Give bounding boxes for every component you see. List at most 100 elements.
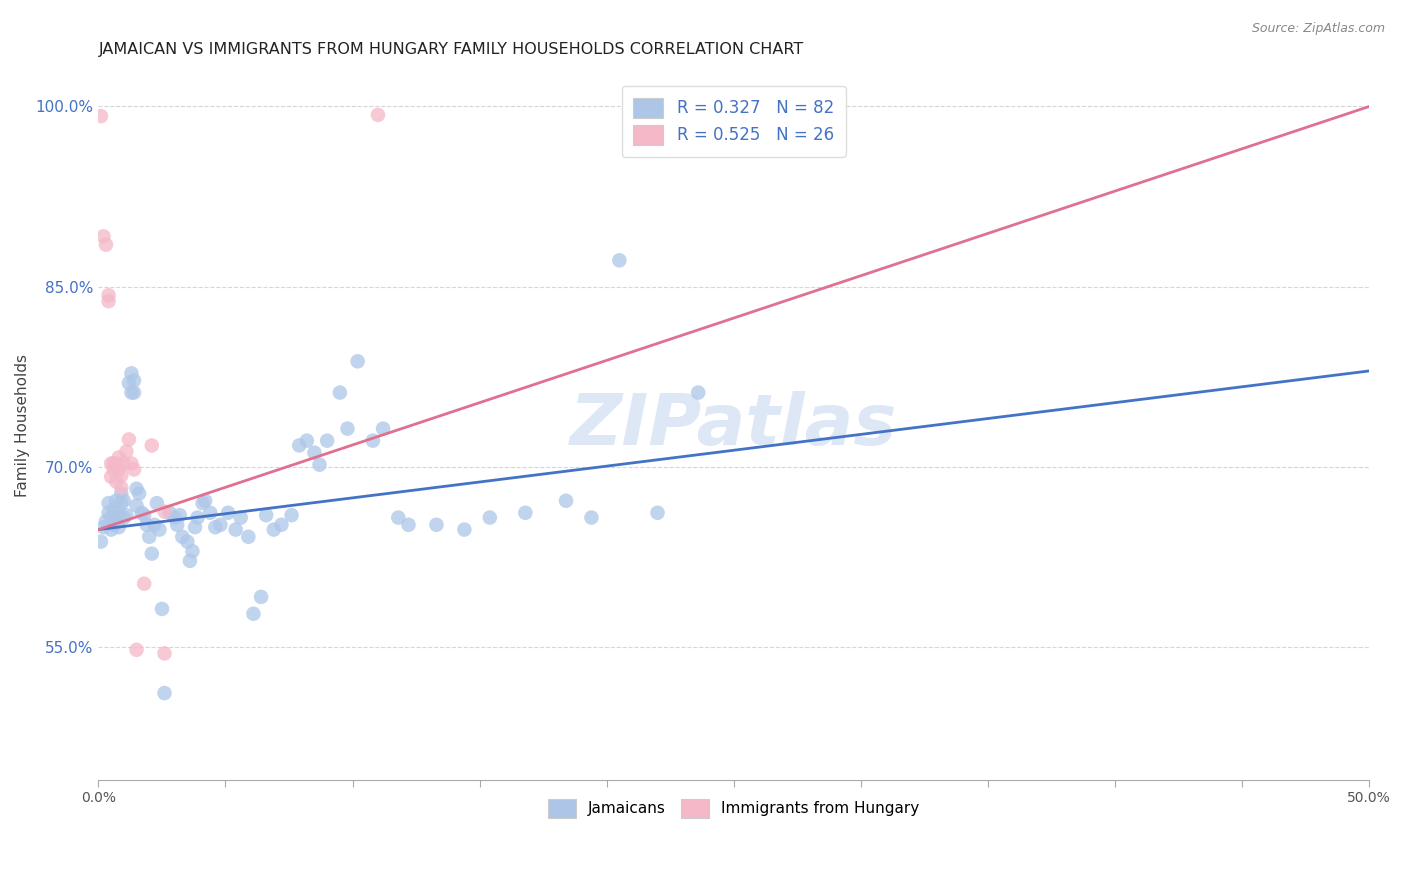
Point <box>367 108 389 122</box>
Point <box>97 496 120 510</box>
Point <box>316 434 339 448</box>
Point <box>346 354 368 368</box>
Text: Source: ZipAtlas.com: Source: ZipAtlas.com <box>1251 22 1385 36</box>
Point <box>112 510 135 524</box>
Point <box>166 517 188 532</box>
Point <box>453 523 475 537</box>
Point <box>97 294 120 309</box>
Point <box>361 434 384 448</box>
Point <box>125 482 148 496</box>
Point <box>250 590 273 604</box>
Point <box>105 475 128 489</box>
Point <box>120 457 142 471</box>
Point <box>105 457 128 471</box>
Point <box>295 434 318 448</box>
Point <box>100 469 122 483</box>
Point <box>112 493 135 508</box>
Point <box>107 450 129 465</box>
Point <box>159 506 181 520</box>
Point <box>191 496 214 510</box>
Point <box>103 517 125 532</box>
Point <box>263 523 285 537</box>
Point <box>200 506 222 520</box>
Point <box>371 422 394 436</box>
Point <box>254 508 277 523</box>
Point <box>148 523 170 537</box>
Point <box>128 486 150 500</box>
Point <box>609 253 631 268</box>
Point <box>515 506 537 520</box>
Point <box>217 506 239 520</box>
Point <box>112 457 135 471</box>
Point <box>308 458 330 472</box>
Point <box>94 237 117 252</box>
Point <box>153 504 176 518</box>
Point <box>398 517 420 532</box>
Point <box>125 642 148 657</box>
Point <box>225 523 247 537</box>
Point <box>110 486 132 500</box>
Point <box>93 520 115 534</box>
Point <box>204 520 226 534</box>
Point <box>120 367 142 381</box>
Point <box>97 506 120 520</box>
Point <box>138 530 160 544</box>
Point <box>425 517 447 532</box>
Point <box>131 506 153 520</box>
Point <box>688 385 710 400</box>
Point <box>110 481 132 495</box>
Point <box>304 445 326 459</box>
Point <box>238 530 260 544</box>
Point <box>186 510 208 524</box>
Point <box>176 534 198 549</box>
Point <box>169 508 191 523</box>
Point <box>172 530 194 544</box>
Point <box>181 544 204 558</box>
Point <box>141 547 163 561</box>
Point <box>125 499 148 513</box>
Point <box>478 510 501 524</box>
Legend: Jamaicans, Immigrants from Hungary: Jamaicans, Immigrants from Hungary <box>541 791 927 825</box>
Point <box>150 602 173 616</box>
Point <box>90 534 112 549</box>
Point <box>107 462 129 476</box>
Point <box>107 506 129 520</box>
Point <box>100 523 122 537</box>
Point <box>120 385 142 400</box>
Point <box>184 520 207 534</box>
Point <box>329 385 352 400</box>
Point <box>581 510 603 524</box>
Point <box>103 457 125 471</box>
Point <box>242 607 264 621</box>
Point <box>270 517 292 532</box>
Point <box>163 510 186 524</box>
Point <box>280 508 302 523</box>
Point <box>122 374 145 388</box>
Point <box>100 457 122 471</box>
Point <box>555 493 578 508</box>
Text: ZIPatlas: ZIPatlas <box>569 391 897 459</box>
Point <box>387 510 409 524</box>
Point <box>179 554 201 568</box>
Point <box>229 510 252 524</box>
Point <box>141 438 163 452</box>
Point <box>100 510 122 524</box>
Point <box>209 517 232 532</box>
Point <box>336 422 359 436</box>
Point <box>647 506 669 520</box>
Y-axis label: Family Households: Family Households <box>15 353 30 497</box>
Point <box>194 493 217 508</box>
Point <box>97 288 120 302</box>
Point <box>105 493 128 508</box>
Point <box>90 109 112 123</box>
Text: JAMAICAN VS IMMIGRANTS FROM HUNGARY FAMILY HOUSEHOLDS CORRELATION CHART: JAMAICAN VS IMMIGRANTS FROM HUNGARY FAMI… <box>98 42 804 57</box>
Point <box>134 576 156 591</box>
Point <box>94 514 117 528</box>
Point <box>153 686 176 700</box>
Point <box>107 520 129 534</box>
Point <box>118 376 141 390</box>
Point <box>93 229 115 244</box>
Point <box>134 508 156 523</box>
Point <box>153 647 176 661</box>
Point <box>146 496 169 510</box>
